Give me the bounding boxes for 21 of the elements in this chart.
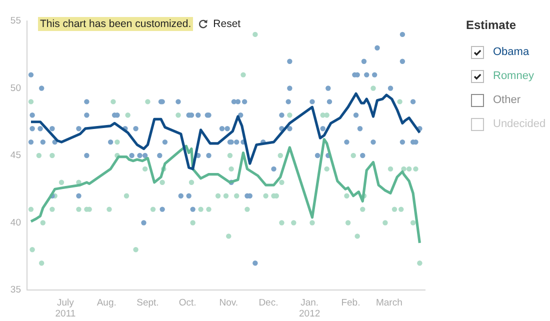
y-tick-label: 35 <box>10 284 21 296</box>
annotation: Reset <box>213 18 241 30</box>
x-tick-label: Dec. <box>258 297 278 308</box>
y-tick-label: 40 <box>10 217 21 228</box>
x-tick-label: Jan. 2012 <box>299 297 320 320</box>
x-tick-label: March <box>376 297 402 308</box>
annotation: This chart has been customized. <box>38 17 194 31</box>
legend-label: Other <box>493 94 521 106</box>
y-tick-label: 50 <box>10 82 21 94</box>
y-tick-label: 55 <box>10 16 21 27</box>
y-tick-label: 45 <box>10 150 21 162</box>
x-tick-label: Nov. <box>219 297 238 308</box>
legend-title: Estimate <box>466 18 518 32</box>
x-tick-label: Sept. <box>136 297 159 308</box>
legend-label: Undecided <box>493 118 546 130</box>
x-tick-label: Feb. <box>341 297 360 308</box>
x-tick-label: Aug. <box>96 297 116 308</box>
x-tick-label: Oct. <box>178 297 196 308</box>
text: Obama <box>493 46 530 58</box>
text: Romney <box>493 70 534 82</box>
x-tick-label: July 2011 <box>55 297 76 320</box>
